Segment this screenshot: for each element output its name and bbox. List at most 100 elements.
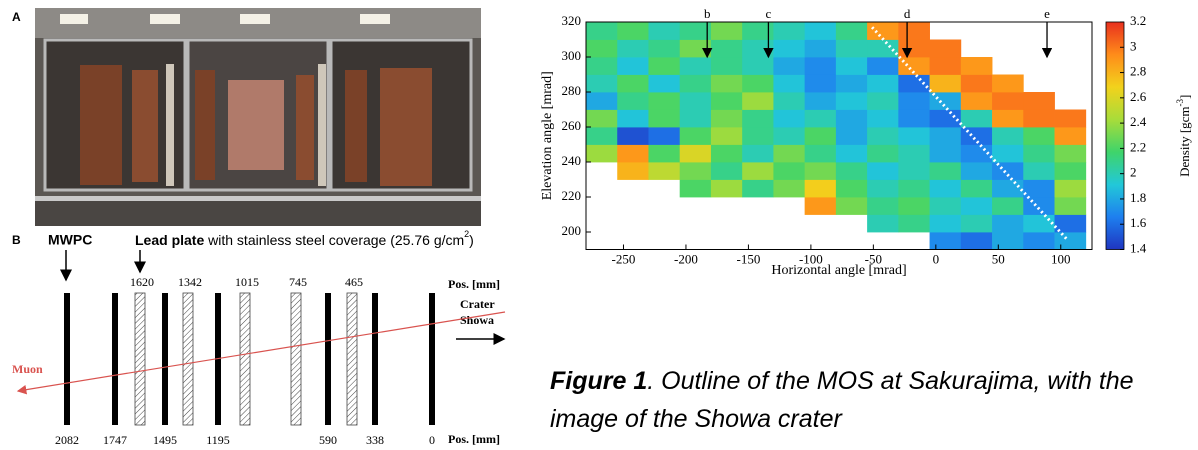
marker-label: e — [1044, 6, 1050, 21]
heat-cell — [742, 180, 774, 198]
heat-cell — [930, 110, 962, 128]
lead-end: ) — [469, 232, 474, 248]
pos-label: Pos. [mm] — [448, 277, 500, 291]
heat-cell — [711, 75, 743, 93]
heat-cell — [1055, 110, 1087, 128]
heat-cell — [586, 145, 618, 163]
heat-cell — [867, 180, 899, 198]
heat-cell — [617, 57, 649, 75]
heat-cell — [680, 162, 712, 180]
caption: Figure 1. Outline of the MOS at Sakuraji… — [550, 362, 1190, 438]
heatmap-chart: -250-200-150-100-50050100200220240260280… — [540, 6, 1192, 278]
crater-label: Crater — [460, 297, 495, 311]
muon-label: Muon — [12, 362, 43, 376]
y-tick-label: 220 — [562, 188, 582, 203]
heat-cell — [992, 197, 1024, 215]
heat-cell — [742, 127, 774, 145]
heat-cell — [805, 22, 837, 40]
heat-cell — [1055, 145, 1087, 163]
x-tick-label: -150 — [736, 251, 760, 266]
heat-cell — [805, 162, 837, 180]
heat-cell — [836, 180, 868, 198]
heat-cell — [930, 57, 962, 75]
x-tick-label: -200 — [674, 251, 698, 266]
heat-cell — [773, 110, 805, 128]
heat-cell — [836, 22, 868, 40]
heat-cell — [711, 180, 743, 198]
heat-cell — [992, 145, 1024, 163]
colorbar-tick-label: 2 — [1130, 165, 1137, 180]
heat-cell — [586, 92, 618, 110]
heat-cell — [711, 110, 743, 128]
x-axis-label: Horizontal angle [mrad] — [771, 263, 906, 278]
colorbar-tick-label: 1.6 — [1130, 215, 1147, 230]
marker-label: b — [704, 6, 711, 21]
heat-cell — [586, 127, 618, 145]
colorbar-tick-label: 3.2 — [1130, 13, 1146, 28]
lead-plate — [135, 293, 145, 425]
heat-cell — [711, 127, 743, 145]
heat-cell — [773, 127, 805, 145]
heat-cell — [1055, 162, 1087, 180]
x-tick-label: 50 — [992, 251, 1005, 266]
heat-cell — [648, 145, 680, 163]
heat-cell — [836, 110, 868, 128]
heat-cell — [898, 180, 930, 198]
plate-position: 1342 — [178, 275, 202, 289]
heat-cell — [836, 75, 868, 93]
heat-cell — [1023, 180, 1055, 198]
heat-cell — [773, 75, 805, 93]
heat-cell — [961, 75, 993, 93]
heat-cell — [805, 197, 837, 215]
heat-cell — [742, 40, 774, 58]
heat-cell — [711, 162, 743, 180]
heat-cell — [836, 145, 868, 163]
heat-cell — [1023, 215, 1055, 233]
colorbar-tick-label: 2.2 — [1130, 139, 1146, 154]
heat-cell — [836, 40, 868, 58]
heat-cell — [836, 162, 868, 180]
y-tick-label: 280 — [562, 83, 582, 98]
heat-cell — [961, 57, 993, 75]
heat-cell — [898, 162, 930, 180]
heat-cell — [1023, 92, 1055, 110]
detector-position: 0 — [429, 433, 435, 447]
heat-cell — [930, 180, 962, 198]
heat-cell — [617, 127, 649, 145]
plate-position: 1015 — [235, 275, 259, 289]
colorbar — [1106, 22, 1124, 250]
heat-cell — [711, 145, 743, 163]
heat-cell — [961, 162, 993, 180]
heat-cell — [617, 75, 649, 93]
colorbar-tick-label: 2.6 — [1130, 89, 1147, 104]
heat-cell — [586, 22, 618, 40]
heat-cell — [867, 215, 899, 233]
heat-cell — [1023, 232, 1055, 250]
heat-cell — [805, 145, 837, 163]
heat-cell — [586, 110, 618, 128]
detector — [162, 293, 168, 425]
detector — [372, 293, 378, 425]
heat-cell — [898, 145, 930, 163]
lead-plate — [291, 293, 301, 425]
lead-desc: with stainless steel coverage (25.76 g/c… — [207, 232, 464, 248]
heat-cell — [648, 127, 680, 145]
heat-cell — [867, 145, 899, 163]
heat-cell — [773, 40, 805, 58]
y-tick-label: 200 — [562, 223, 582, 238]
colorbar-tick-label: 1.4 — [1130, 240, 1147, 255]
heat-cell — [867, 110, 899, 128]
heat-cell — [930, 232, 962, 250]
heat-cell — [836, 127, 868, 145]
heat-cell — [648, 22, 680, 40]
heat-cell — [930, 162, 962, 180]
mwpc-label: MWPC — [48, 232, 92, 248]
heat-cell — [898, 40, 930, 58]
heat-cell — [930, 75, 962, 93]
heat-cell — [1055, 127, 1087, 145]
heat-cell — [805, 110, 837, 128]
heat-cell — [805, 92, 837, 110]
detector-position: 1747 — [103, 433, 127, 447]
y-tick-label: 300 — [562, 48, 582, 63]
y-tick-label: 240 — [562, 153, 582, 168]
